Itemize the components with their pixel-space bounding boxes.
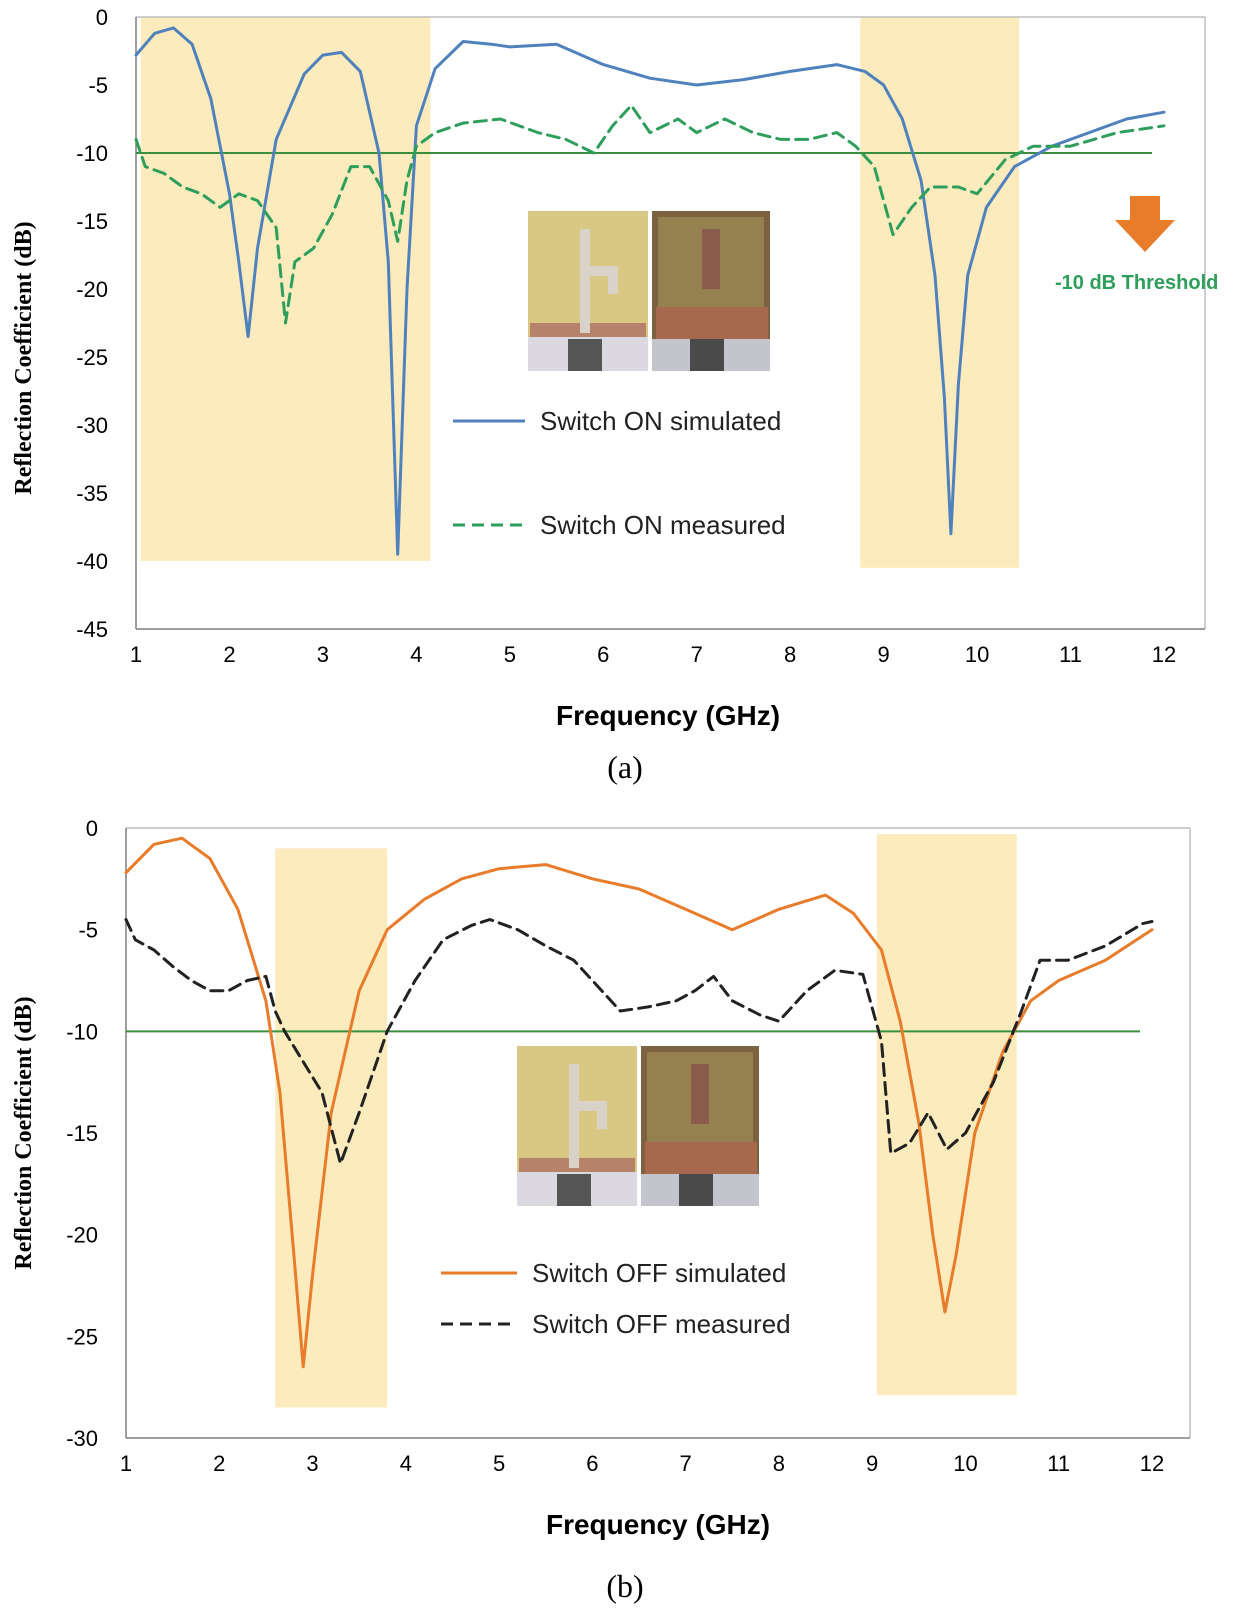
series-group-b (124, 836, 1154, 1369)
series-line-b-simulated (124, 836, 1154, 1369)
legend-label-sim-a: Switch ON simulated (540, 406, 781, 436)
y-tick-label-a-0: 0 (96, 5, 108, 30)
y-tick-label-a-20: -20 (76, 277, 108, 302)
caption-b: (b) (606, 1568, 643, 1604)
highlight-band-a-2 (860, 17, 1020, 568)
legend-b: Switch OFF simulated Switch OFF measured (441, 1258, 791, 1339)
y-tick-label-b-25: -25 (66, 1324, 98, 1349)
y-tick-label-b-5: -5 (78, 918, 98, 943)
x-tick-label-a-7: 7 (691, 642, 703, 667)
band-group-b (275, 834, 1017, 1408)
y-ticks-a: 0 -5 -10 -15 -20 -25 -30 -35 -40 -45 (76, 5, 108, 642)
x-tick-label-a-1: 1 (130, 642, 142, 667)
x-ticks-b: 1 2 3 4 5 6 7 8 9 10 11 12 (120, 1451, 1164, 1476)
chart-a: 1 2 3 4 5 6 7 8 9 10 11 12 0-5-10-15-20-25-30-35-40… (11, 5, 1218, 785)
legend-a: Switch ON simulated Switch ON measured (453, 406, 786, 540)
band-group-a (140, 17, 1020, 568)
caption-a: (a) (607, 749, 643, 785)
x-tick-label-b-3: 3 (306, 1451, 318, 1476)
x-ticks-a: 1 2 3 4 5 6 7 8 9 10 11 12 (130, 642, 1176, 667)
y-tick-label-b-10: -10 (66, 1019, 98, 1044)
legend-label-sim-b: Switch OFF simulated (532, 1258, 786, 1288)
down-arrow-icon (1115, 196, 1175, 252)
x-tick-label-b-10: 10 (953, 1451, 977, 1476)
series-line-a-measured (134, 103, 1166, 325)
series-group-a (134, 26, 1166, 556)
y-tick-label-b-20: -20 (66, 1223, 98, 1248)
y-ticks-b: 0 -5 -10 -15 -20 -25 -30 (66, 816, 98, 1451)
x-tick-label-a-3: 3 (317, 642, 329, 667)
x-tick-label-b-4: 4 (400, 1451, 412, 1476)
x-tick-label-b-5: 5 (493, 1451, 505, 1476)
x-tick-label-a-6: 6 (597, 642, 609, 667)
highlight-band-b-1 (275, 848, 388, 1408)
y-tick-label-a-45: -45 (76, 617, 108, 642)
y-axis-label-a: Reflection Coefficient (dB) (11, 221, 37, 494)
x-tick-label-b-6: 6 (586, 1451, 598, 1476)
x-tick-label-a-8: 8 (784, 642, 796, 667)
legend-label-meas-b: Switch OFF measured (532, 1309, 791, 1339)
x-axis-label-b: Frequency (GHz) (546, 1509, 770, 1540)
y-tick-label-a-15: -15 (76, 209, 108, 234)
series-line-b-measured (124, 918, 1154, 1165)
highlight-band-a-1 (140, 17, 431, 561)
threshold-label: -10 dB Threshold (1055, 272, 1218, 294)
y-axis-label-b: Reflection Coefficient (dB) (11, 996, 37, 1269)
x-tick-label-b-12: 12 (1140, 1451, 1164, 1476)
y-tick-label-b-0: 0 (86, 816, 98, 841)
x-tick-label-b-11: 11 (1047, 1451, 1070, 1476)
x-tick-label-a-4: 4 (410, 642, 422, 667)
y-tick-label-a-10: -10 (76, 141, 108, 166)
y-tick-label-b-15: -15 (66, 1121, 98, 1146)
x-tick-label-b-1: 1 (120, 1451, 132, 1476)
highlight-band-b-2 (876, 834, 1017, 1396)
legend-label-meas-a: Switch ON measured (540, 510, 786, 540)
antenna-photo-b (517, 1046, 759, 1206)
x-tick-label-b-9: 9 (866, 1451, 878, 1476)
x-tick-label-b-2: 2 (213, 1451, 225, 1476)
x-tick-label-b-7: 7 (680, 1451, 692, 1476)
x-tick-label-a-2: 2 (223, 642, 235, 667)
y-tick-label-a-30: -30 (76, 413, 108, 438)
y-tick-label-a-40: -40 (76, 549, 108, 574)
x-tick-label-a-5: 5 (504, 642, 516, 667)
x-tick-label-a-12: 12 (1152, 642, 1176, 667)
y-tick-label-a-35: -35 (76, 481, 108, 506)
x-tick-label-b-8: 8 (773, 1451, 785, 1476)
y-tick-label-a-25: -25 (76, 345, 108, 370)
y-tick-label-b-30: -30 (66, 1426, 98, 1451)
x-tick-label-a-10: 10 (965, 642, 989, 667)
x-axis-label-a: Frequency (GHz) (556, 700, 780, 731)
y-tick-label-a-5: -5 (88, 73, 108, 98)
x-tick-label-a-11: 11 (1059, 642, 1082, 667)
series-line-a-simulated (134, 26, 1166, 556)
chart-b: 1 2 3 4 5 6 7 8 9 10 11 12 0-5-10-15-20-25-30 Switc… (11, 816, 1191, 1604)
antenna-photo-a (528, 211, 770, 371)
x-tick-label-a-9: 9 (878, 642, 890, 667)
